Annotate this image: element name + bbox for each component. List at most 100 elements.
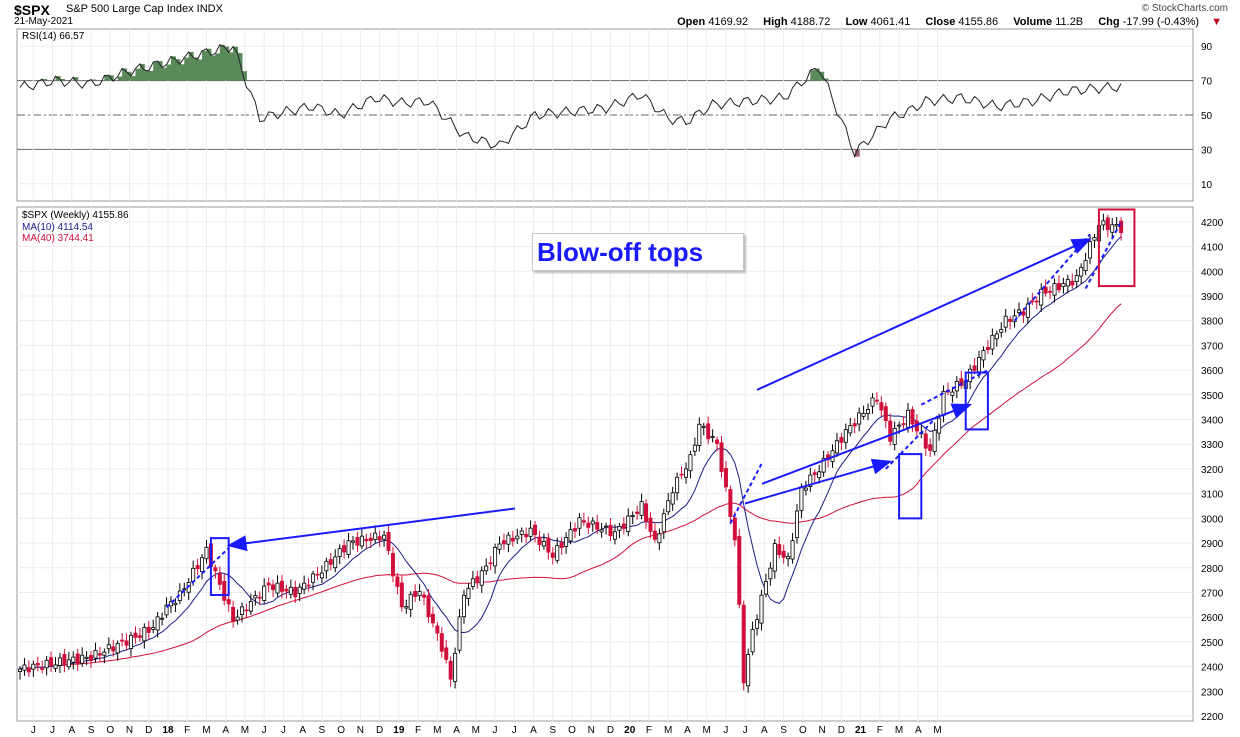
candle-body [950, 391, 955, 396]
candle-body [479, 570, 484, 586]
price-tick-label: 2300 [1201, 687, 1224, 698]
price-tick-label: 3800 [1201, 317, 1224, 328]
time-tick-label: N [357, 725, 364, 736]
candle-body [999, 329, 1004, 333]
time-tick-label: M [664, 725, 672, 736]
candle-body [137, 635, 142, 638]
credit: © StockCharts.com [1141, 3, 1228, 14]
candle-body [803, 487, 808, 491]
candle-body [675, 476, 680, 494]
price-tick-label: 2200 [1201, 712, 1224, 723]
trend-line [1013, 233, 1091, 322]
candle-body [1079, 267, 1084, 277]
candle-body [737, 536, 742, 605]
candle-body [684, 468, 689, 478]
rsi-fill-segment [55, 76, 61, 81]
candle-body [222, 581, 227, 601]
candle-body [40, 668, 45, 670]
candle-body [146, 626, 151, 633]
rsi-axis: 10 30 50 70 90 [1201, 42, 1213, 191]
candle-body [573, 528, 578, 532]
rsi-overbought-fill [42, 44, 860, 157]
price-panel-frame [16, 206, 1194, 722]
rsi-fill-segment [42, 79, 48, 81]
candle-body [359, 535, 364, 547]
candle-body [723, 468, 728, 488]
candle-body [142, 627, 147, 642]
candle-body [608, 524, 613, 537]
candle-body [501, 540, 506, 545]
candle-body [555, 544, 560, 561]
candle-body [985, 347, 990, 351]
candle-body [635, 511, 640, 514]
low-value: 4061.41 [870, 16, 911, 28]
candle-body [652, 530, 657, 540]
candle-body [413, 590, 418, 597]
candle-body [546, 537, 551, 553]
candle-body [626, 515, 631, 532]
candle-body [790, 540, 795, 560]
candle-body [768, 567, 773, 580]
rsi-fill-segment [175, 59, 181, 81]
candle-body [932, 429, 937, 452]
time-tick-label: F [184, 725, 190, 736]
candle-body [466, 587, 471, 599]
rsi-fill-segment [153, 62, 159, 81]
down-triangle-icon: ▼ [1211, 16, 1222, 28]
candle-body [311, 573, 316, 583]
candle-body [337, 548, 342, 557]
candle-body [204, 546, 209, 560]
candle-body [448, 660, 453, 680]
candle-body [795, 510, 800, 539]
candle-body [271, 584, 276, 591]
time-tick-label: A [684, 725, 691, 736]
candle-body [586, 522, 591, 528]
candle-body [883, 406, 888, 422]
candle-body [461, 594, 466, 618]
candles [17, 213, 1124, 693]
candle-body [373, 532, 378, 540]
candle-body [959, 378, 964, 387]
candle-body [710, 436, 715, 438]
candle-body [506, 534, 511, 545]
rsi-fill-segment [814, 68, 820, 81]
candle-body [444, 647, 449, 660]
rsi-tick-label: 30 [1201, 145, 1213, 156]
time-tick-label: J [723, 725, 728, 736]
time-tick-label: S [780, 725, 787, 736]
price-tick-label: 2800 [1201, 564, 1224, 575]
time-tick-label: D [376, 725, 383, 736]
candle-body [279, 580, 284, 592]
time-tick-label: M [433, 725, 441, 736]
candle-body [772, 543, 777, 572]
time-tick-label: O [337, 725, 345, 736]
candle-body [799, 486, 804, 511]
rsi-fill-segment [59, 78, 65, 81]
candle-body [111, 646, 116, 652]
candle-body [941, 390, 946, 416]
candle-body [1048, 290, 1053, 293]
candle-body [235, 616, 240, 621]
trend-line [920, 369, 989, 406]
candle-body [834, 440, 839, 454]
rsi-fill-segment [215, 53, 221, 81]
candle-body [1070, 280, 1075, 286]
candle-body [239, 606, 244, 615]
rsi-tick-label: 10 [1201, 180, 1213, 191]
high-label: High [763, 16, 788, 28]
time-tick-label: J [493, 725, 498, 736]
candle-body [302, 582, 307, 590]
candle-body [599, 529, 604, 533]
close-label: Close [925, 16, 956, 28]
candle-body [994, 333, 999, 340]
candle-body [732, 517, 737, 541]
price-tick-label: 3400 [1201, 416, 1224, 427]
rsi-fill-segment [202, 50, 207, 81]
candle-body [968, 368, 973, 383]
time-tick-label: 21 [855, 725, 867, 736]
time-tick-label: 20 [624, 725, 636, 736]
rsi-fill-segment [823, 78, 829, 81]
candle-body [617, 526, 622, 531]
candle-body [430, 613, 435, 624]
candle-body [786, 556, 791, 560]
